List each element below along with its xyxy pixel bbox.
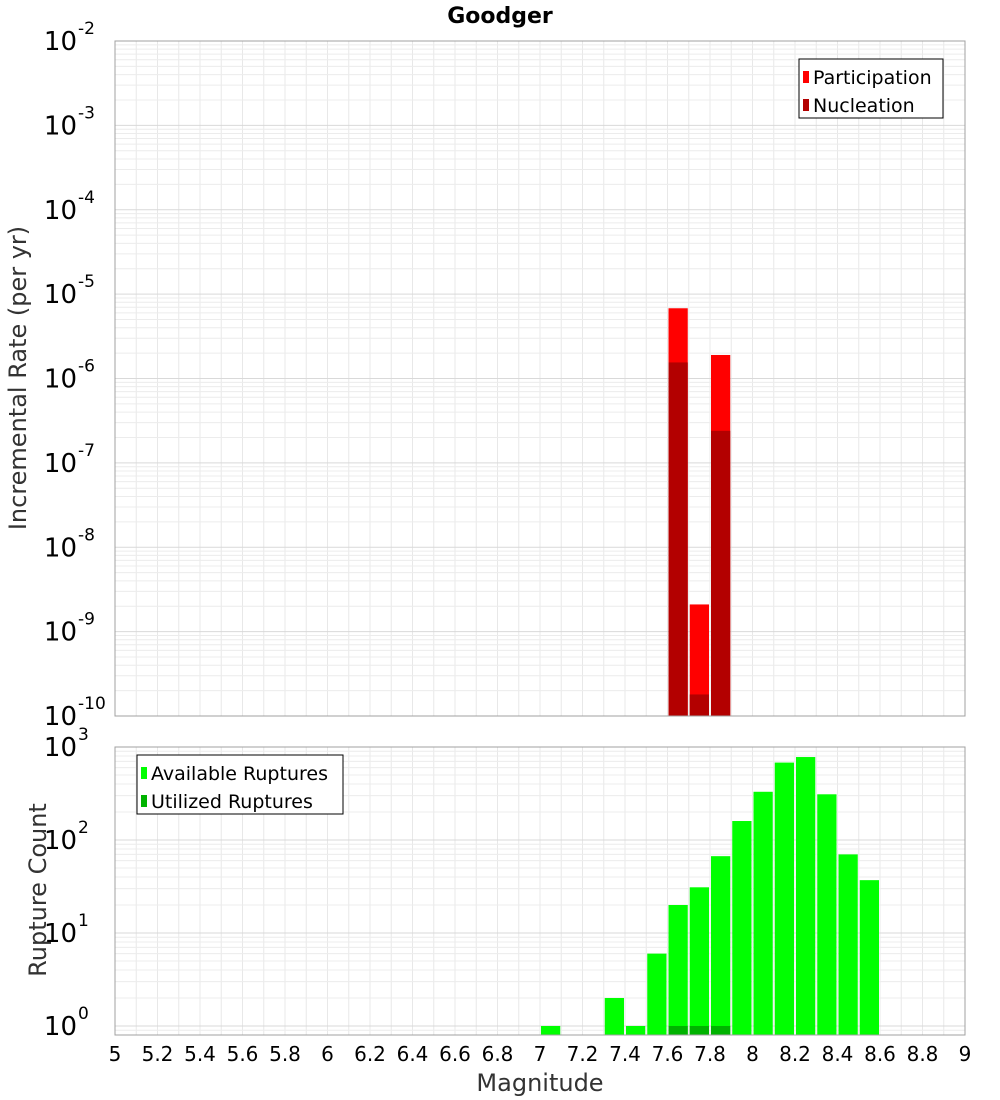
bar (711, 430, 731, 716)
x-tick-label: 8.8 (907, 1042, 939, 1066)
bar (541, 1025, 561, 1035)
x-tick-label: 5.6 (227, 1042, 259, 1066)
y-tick-exponent: 3 (78, 725, 89, 745)
legend-label: Nucleation (813, 95, 915, 117)
bar (668, 362, 688, 716)
legend-swatch (141, 795, 147, 807)
y-tick-label: 10 (44, 919, 77, 949)
y-tick-exponent: -9 (78, 610, 95, 630)
y-tick-label: 10 (44, 1012, 77, 1042)
y-tick-exponent: 0 (78, 1004, 89, 1024)
x-tick-label: 6.2 (354, 1042, 386, 1066)
x-tick-label: 8 (746, 1042, 759, 1066)
y-tick-label: 10 (44, 733, 77, 763)
bar (753, 791, 773, 1035)
plot-frame (114, 40, 966, 717)
x-tick-label: 7.4 (609, 1042, 641, 1066)
bar (668, 904, 688, 1035)
grid (114, 41, 966, 717)
top-y-axis-label: Incremental Rate (per yr) (4, 226, 32, 530)
y-tick-exponent: -3 (78, 103, 95, 123)
y-tick-exponent: 2 (78, 818, 89, 838)
x-axis-label: Magnitude (476, 1069, 603, 1097)
x-tick-label: 7 (534, 1042, 547, 1066)
y-tick-label: 10 (44, 196, 77, 226)
legend-label: Available Ruptures (151, 763, 328, 785)
bar (817, 794, 837, 1035)
legend-label: Participation (813, 67, 932, 89)
legend-box (798, 58, 944, 119)
x-tick-label: 6.4 (397, 1042, 429, 1066)
x-tick-label: 5.2 (142, 1042, 174, 1066)
y-tick-exponent: -6 (78, 357, 95, 377)
x-tick-label: 7.8 (694, 1042, 726, 1066)
bar (689, 1025, 709, 1035)
x-tick-label: 5.8 (269, 1042, 301, 1066)
y-tick-exponent: -5 (78, 272, 95, 292)
x-tick-label: 6.6 (439, 1042, 471, 1066)
y-tick-exponent: -10 (78, 694, 106, 714)
legend: Participation Nucleation (798, 58, 944, 119)
y-tick-label: 10 (44, 365, 77, 395)
x-tick-label: 6.8 (482, 1042, 514, 1066)
x-tick-label: 5 (109, 1042, 122, 1066)
y-tick-label: 10 (44, 280, 77, 310)
bar (689, 887, 709, 1035)
y-tick-exponent: -7 (78, 441, 95, 461)
y-tick-label: 10 (44, 449, 77, 479)
bar (689, 694, 709, 716)
bar (732, 821, 752, 1035)
x-tick-label: 8.4 (822, 1042, 854, 1066)
x-tick-label: 7.6 (652, 1042, 684, 1066)
legend-swatch (803, 71, 809, 83)
y-tick-exponent: 1 (78, 911, 89, 931)
bar (711, 856, 731, 1035)
bar (647, 953, 667, 1035)
legend-box (136, 754, 344, 815)
x-tick-label: 9 (959, 1042, 972, 1066)
bar (774, 762, 794, 1035)
rupture-count-plot: 10 010 110 210 35 5.2 5.4 5.6 5.8 6 6.2 6.4 6.6 6.8 7 7… (44, 725, 971, 1066)
series-utilized-ruptures (668, 1025, 731, 1035)
x-tick-label: 7.2 (567, 1042, 599, 1066)
plot-frame (114, 746, 966, 1036)
y-tick-label: 10 (44, 111, 77, 141)
x-tick-label: 5.4 (184, 1042, 216, 1066)
x-tick-label: 6 (321, 1042, 334, 1066)
y-tick-label: 10 (44, 826, 77, 856)
y-tick-label: 10 (44, 618, 77, 648)
legend: Available Ruptures Utilized Ruptures (136, 754, 344, 815)
bar (859, 880, 879, 1035)
bottom-y-axis-label: Rupture Count (24, 803, 52, 977)
legend-swatch (803, 99, 809, 111)
y-tick-label: 10 (44, 27, 77, 57)
x-tick-label: 8.2 (779, 1042, 811, 1066)
bar (711, 1025, 731, 1035)
series-nucleation (668, 362, 731, 716)
legend-label: Utilized Ruptures (151, 791, 313, 813)
bar (838, 854, 858, 1035)
chart-title: Goodger (447, 4, 553, 29)
bar (796, 757, 816, 1035)
x-tick-label: 8.6 (864, 1042, 896, 1066)
y-tick-label: 10 (44, 533, 77, 563)
bar (689, 604, 709, 716)
y-tick-exponent: -8 (78, 525, 95, 545)
y-tick-label: 10 (44, 702, 77, 732)
y-tick-exponent: -2 (78, 19, 95, 39)
bar (626, 1025, 646, 1035)
legend-swatch (141, 767, 147, 779)
series-available-ruptures (541, 757, 879, 1035)
bar (604, 997, 624, 1035)
bar (668, 1025, 688, 1035)
y-tick-exponent: -4 (78, 188, 95, 208)
